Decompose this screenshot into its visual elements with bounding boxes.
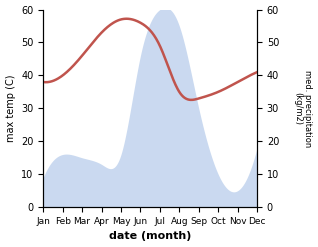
X-axis label: date (month): date (month) bbox=[109, 231, 191, 242]
Y-axis label: med. precipitation
(kg/m2): med. precipitation (kg/m2) bbox=[293, 70, 313, 147]
Y-axis label: max temp (C): max temp (C) bbox=[5, 75, 16, 142]
